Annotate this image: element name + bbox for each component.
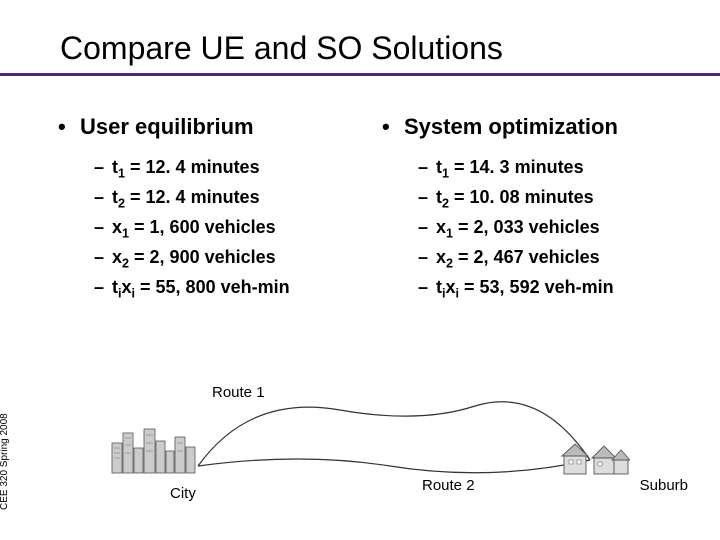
suburb-icon [560,438,630,478]
bullet-icon: • [58,114,66,140]
list-item: tixi = 55, 800 veh-min [94,274,356,304]
list-item: x2 = 2, 900 vehicles [94,244,356,274]
left-heading: • User equilibrium [80,114,356,140]
left-heading-text: User equilibrium [80,114,254,139]
list-item: x1 = 2, 033 vehicles [418,214,680,244]
bullet-icon: • [382,114,390,140]
slide: Compare UE and SO Solutions • User equil… [0,0,720,540]
list-item: t1 = 14. 3 minutes [418,154,680,184]
columns-container: • User equilibrium t1 = 12. 4 minutes t2… [0,114,720,305]
city-label: City [170,485,196,502]
slide-title: Compare UE and SO Solutions [0,30,720,76]
list-item: t1 = 12. 4 minutes [94,154,356,184]
left-column: • User equilibrium t1 = 12. 4 minutes t2… [80,114,356,305]
suburb-label: Suburb [640,477,688,494]
footer-label: CEE 320 Spring 2008 [0,413,10,510]
routes-svg [190,392,600,482]
right-column: • System optimization t1 = 14. 3 minutes… [404,114,680,305]
list-item: t2 = 10. 08 minutes [418,184,680,214]
right-heading-text: System optimization [404,114,618,139]
list-item: tixi = 53, 592 veh-min [418,274,680,304]
list-item: t2 = 12. 4 minutes [94,184,356,214]
route2-label: Route 2 [422,477,475,494]
city-icon [110,423,200,478]
route-diagram: Route 1 [60,382,690,512]
right-list: t1 = 14. 3 minutes t2 = 10. 08 minutes x… [404,154,680,305]
right-heading: • System optimization [404,114,680,140]
list-item: x1 = 1, 600 vehicles [94,214,356,244]
list-item: x2 = 2, 467 vehicles [418,244,680,274]
left-list: t1 = 12. 4 minutes t2 = 12. 4 minutes x1… [80,154,356,305]
